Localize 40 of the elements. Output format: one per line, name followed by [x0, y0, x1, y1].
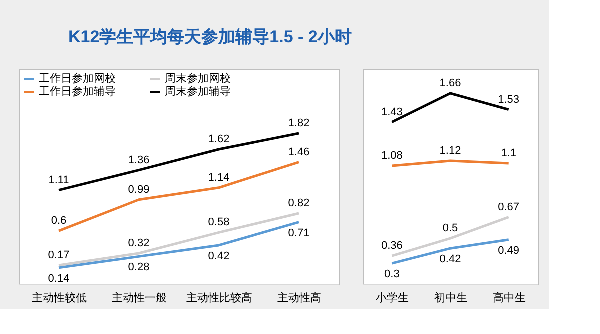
data-label: 1.62	[208, 133, 230, 146]
x-tick-label: 主动性比较高	[186, 292, 252, 304]
data-label: 1.43	[381, 106, 403, 118]
legend-label: 周末参加网校	[165, 72, 231, 85]
data-label: 0.6	[51, 215, 67, 228]
x-tick-label: 高中生	[492, 292, 526, 304]
data-label: 0.14	[48, 272, 70, 285]
legend-label: 工作日参加辅导	[39, 85, 116, 98]
data-label: 1.46	[288, 146, 310, 158]
data-label: 1.66	[440, 77, 462, 90]
data-label: 0.17	[48, 249, 70, 262]
data-label: 0.67	[498, 201, 520, 214]
data-label: 0.5	[442, 222, 458, 235]
x-tick-label: 初中生	[434, 292, 468, 304]
data-label: 0.58	[208, 216, 230, 229]
chart-title: K12学生平均每天参加辅导1.5 - 2小时	[68, 28, 352, 46]
data-label: 0.71	[288, 227, 310, 240]
data-label: 1.1	[501, 148, 516, 160]
data-label: 1.11	[48, 174, 70, 186]
x-tick-label: 主动性较低	[32, 292, 87, 304]
legend-label: 工作日参加网校	[39, 72, 116, 85]
legend-label: 周末参加辅导	[165, 85, 231, 98]
data-label: 0.36	[381, 240, 403, 252]
data-label: 1.12	[440, 145, 462, 158]
data-label: 0.42	[440, 254, 462, 266]
x-tick-label: 小学生	[376, 292, 410, 304]
data-label: 0.32	[128, 237, 150, 250]
data-label: 1.82	[288, 118, 310, 130]
data-label: 0.49	[498, 244, 520, 257]
data-label: 0.28	[128, 262, 150, 274]
data-label: 0.82	[288, 197, 310, 210]
data-label: 1.53	[498, 94, 520, 106]
data-label: 1.36	[128, 154, 150, 166]
data-label: 1.14	[208, 172, 230, 184]
x-tick-label: 主动性高	[278, 292, 322, 304]
data-label: 0.99	[128, 184, 150, 196]
data-label: 0.42	[208, 250, 230, 262]
data-label: 0.3	[384, 268, 400, 281]
x-tick-label: 主动性一般	[112, 292, 167, 304]
data-label: 1.08	[381, 150, 403, 162]
